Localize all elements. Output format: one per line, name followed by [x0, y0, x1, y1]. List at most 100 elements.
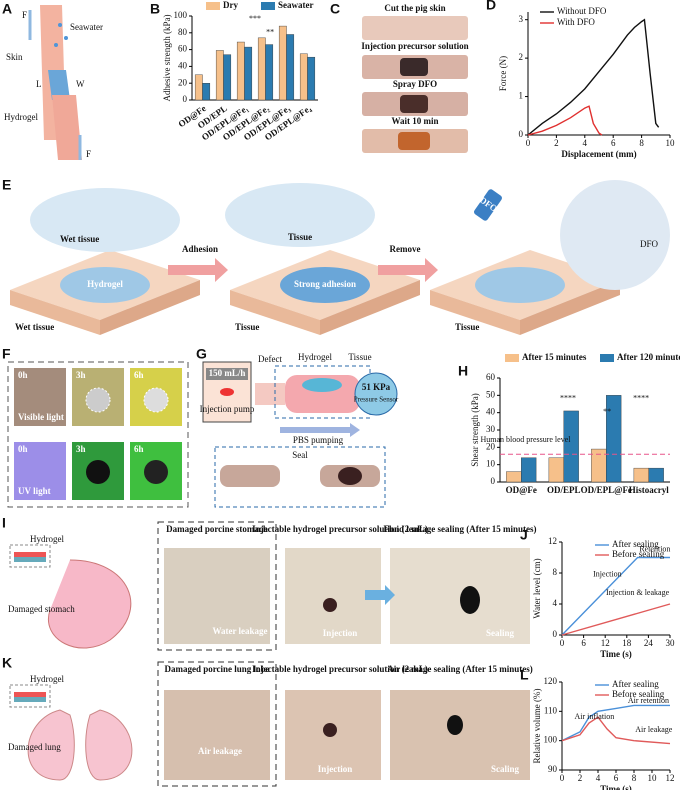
time: 0h	[18, 370, 28, 380]
y-tick-label: 110	[544, 705, 558, 715]
label: Defect	[258, 354, 282, 364]
line	[527, 105, 603, 136]
y-tick-label: 12	[548, 536, 557, 546]
x-tick-label: 10	[648, 773, 658, 783]
x-tick-label: 24	[644, 638, 654, 648]
legend-label: With DFO	[557, 17, 595, 27]
line	[561, 716, 671, 745]
bar	[506, 471, 522, 483]
label: Wet tissue	[15, 322, 54, 332]
label: Pressure Sensor	[354, 396, 399, 404]
legend-swatch	[600, 354, 614, 362]
label: Injectable hydrogel precursor solution (…	[252, 664, 428, 674]
label: Sealing	[486, 628, 515, 638]
bar	[548, 457, 564, 483]
bar	[606, 395, 622, 483]
label: Water leakage	[212, 626, 267, 636]
label: Adhesion	[182, 244, 218, 254]
annotation: ***	[249, 14, 261, 23]
time: 0h	[18, 444, 28, 454]
bar	[521, 457, 537, 483]
label: F	[22, 10, 27, 20]
annotation: Retention	[639, 544, 670, 553]
legend-swatch	[505, 354, 519, 362]
x-tick-label: 6	[581, 638, 586, 648]
x-tick-label: 0	[560, 773, 565, 783]
time: 6h	[134, 370, 144, 380]
legend-swatch	[206, 2, 220, 10]
y-tick-label: 0	[519, 129, 524, 139]
legend-label: Before sealing	[612, 549, 665, 559]
bar	[648, 467, 664, 483]
legend-label: Before sealing	[612, 689, 665, 699]
y-tick-label: 20	[178, 77, 188, 87]
y-tick-label: 30	[486, 424, 496, 434]
label: Injection	[318, 764, 353, 774]
y-tick-label: 0	[491, 476, 496, 486]
panel-letter: C	[330, 1, 340, 17]
y-tick-label: 40	[178, 60, 188, 70]
label: Seawater	[70, 22, 103, 32]
bar	[223, 54, 232, 101]
x-axis-label: Displacement (mm)	[561, 149, 636, 159]
y-tick-label: 0	[183, 94, 188, 104]
time: 6h	[134, 444, 144, 454]
line	[561, 556, 670, 636]
label: Seal	[292, 450, 308, 460]
panel-letter: B	[150, 1, 160, 17]
panel-letter: E	[2, 177, 11, 193]
y-tick-label: 40	[486, 407, 496, 417]
y-tick-label: 8	[553, 567, 558, 577]
bar	[236, 41, 245, 101]
label: Scaling	[491, 764, 520, 774]
bar	[299, 53, 308, 101]
label: Damaged stomach	[8, 604, 75, 614]
label: Injection pump	[200, 404, 255, 414]
panel-letter: L	[520, 667, 529, 683]
time: 3h	[76, 444, 86, 454]
y-tick-label: 0	[553, 629, 558, 639]
label: Wet tissue	[60, 234, 99, 244]
label: PBS pumping	[293, 435, 344, 445]
x-tick-label: OD/EPL	[547, 485, 581, 495]
legend-label: After 15 minutes	[522, 352, 587, 362]
legend-label: Seawater	[278, 0, 314, 10]
step: Spray DFO	[393, 79, 437, 89]
y-tick-label: 90	[548, 764, 558, 774]
panel-letter: J	[520, 527, 528, 543]
y-tick-label: 60	[178, 44, 188, 54]
x-tick-label: 6	[611, 138, 616, 148]
x-tick-label: 4	[583, 138, 588, 148]
y-tick-label: 10	[486, 459, 496, 469]
label: Tissue	[348, 352, 371, 362]
photos-c	[362, 16, 468, 153]
bar	[563, 410, 579, 483]
x-tick-label: OD@Fe	[506, 485, 537, 495]
bar	[257, 37, 266, 101]
line	[561, 603, 671, 636]
label: DFO	[640, 239, 659, 249]
y-tick-label: 50	[486, 389, 496, 399]
annotation: Injection & leakage	[606, 588, 670, 597]
y-tick-label: 120	[544, 676, 558, 686]
x-tick-label: 30	[666, 638, 676, 648]
label: F	[86, 149, 91, 159]
x-axis-label: Time (s)	[600, 649, 632, 659]
x-tick-label: 4	[596, 773, 601, 783]
y-axis-label: Water level (cm)	[532, 558, 542, 618]
panel-letter: G	[196, 346, 207, 362]
legend-label: After sealing	[612, 679, 659, 689]
bar	[286, 34, 295, 101]
label: Skin	[6, 52, 23, 62]
y-axis-label: Force (N)	[498, 56, 508, 91]
y-tick-label: 100	[174, 10, 188, 20]
y-tick-label: 80	[178, 27, 188, 37]
y-tick-label: 1	[519, 91, 524, 101]
label: Hydrogel	[87, 279, 123, 289]
annotation: Air leakage	[635, 725, 673, 734]
panel-letter: A	[2, 1, 12, 17]
y-axis-label: Adhesive strength (kPa)	[162, 15, 172, 102]
label: L	[36, 79, 42, 89]
light: UV light	[18, 486, 51, 496]
